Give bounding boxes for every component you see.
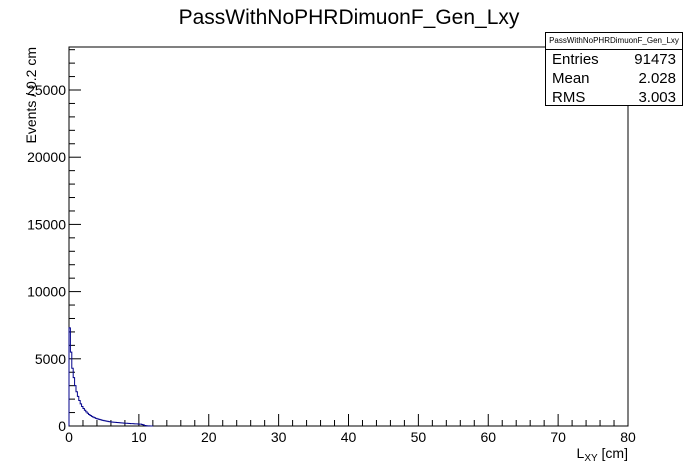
stats-label: Mean [552,70,590,87]
histogram-line [68,327,154,427]
x-axis-title: LXY [cm] [577,445,628,464]
x-tick-label: 40 [341,429,357,445]
y-tick-label: 20000 [27,149,66,165]
y-tick-labels: 0 5000 10000 15000 20000 25000 [27,82,66,434]
stats-value: 2.028 [638,70,676,87]
x-tick-label: 60 [480,429,496,445]
stats-row-mean: Mean 2.028 [546,69,682,88]
stats-value: 3.003 [638,89,676,106]
stats-value: 91473 [634,51,676,68]
stats-row-entries: Entries 91473 [546,50,682,69]
x-tick-labels: 0 10 20 30 40 50 60 70 80 [65,429,636,445]
stats-label: RMS [552,89,586,106]
x-tick-label: 80 [620,429,636,445]
chart-title: PassWithNoPHRDimuonF_Gen_Lxy [179,6,520,29]
y-axis-title: Events / 0.2 cm [23,47,39,143]
axis-ticks [68,49,629,427]
stats-label: Entries [552,51,599,68]
stats-box: PassWithNoPHRDimuonF_Gen_Lxy Entries 914… [545,32,683,106]
x-tick-label: 10 [131,429,147,445]
x-tick-label: 30 [271,429,287,445]
x-tick-label: 70 [550,429,566,445]
y-tick-label: 25000 [27,82,66,98]
stats-title: PassWithNoPHRDimuonF_Gen_Lxy [546,33,682,50]
y-tick-label: 10000 [27,284,66,300]
y-tick-label: 15000 [27,216,66,232]
x-tick-label: 0 [65,429,73,445]
x-tick-label: 50 [411,429,427,445]
stats-row-rms: RMS 3.003 [546,88,682,107]
x-tick-label: 20 [201,429,217,445]
y-tick-label: 0 [58,418,66,434]
y-tick-label: 5000 [35,351,66,367]
